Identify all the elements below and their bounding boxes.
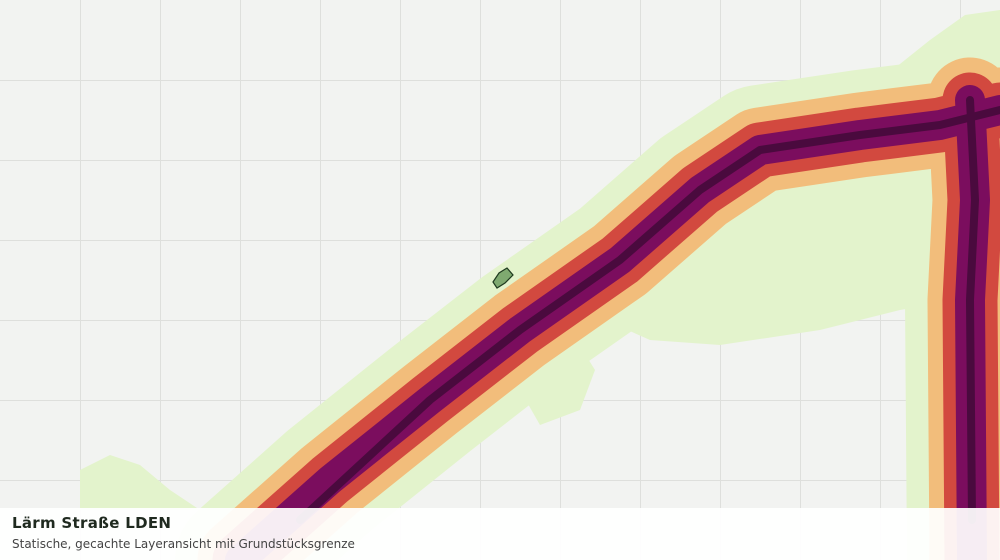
panel-title: Lärm Straße LDEN — [12, 514, 172, 532]
noise-area — [80, 455, 200, 510]
parcel-boundary — [492, 267, 514, 289]
noise-road-bands — [175, 35, 1000, 560]
info-panel: Lärm Straße LDEN Statische, gecachte Lay… — [0, 508, 1000, 560]
panel-subtitle: Statische, gecachte Layeransicht mit Gru… — [12, 537, 355, 551]
noise-band-70 — [296, 96, 1000, 524]
